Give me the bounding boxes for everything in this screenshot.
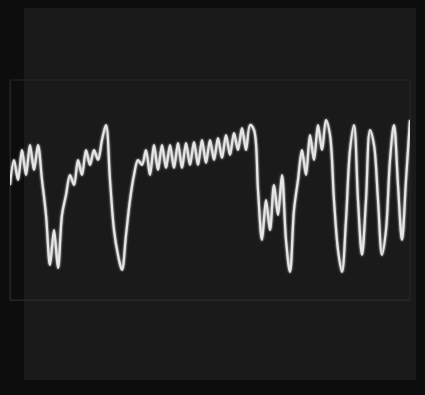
- plot-frame: [10, 80, 410, 300]
- background: [0, 0, 425, 395]
- y-axis: [10, 81, 11, 301]
- plot-area: [10, 120, 410, 272]
- trace: [10, 120, 410, 272]
- x-axis: [11, 300, 411, 301]
- axis-line: [11, 300, 411, 301]
- axis-line: [10, 81, 11, 301]
- chart: [0, 0, 425, 395]
